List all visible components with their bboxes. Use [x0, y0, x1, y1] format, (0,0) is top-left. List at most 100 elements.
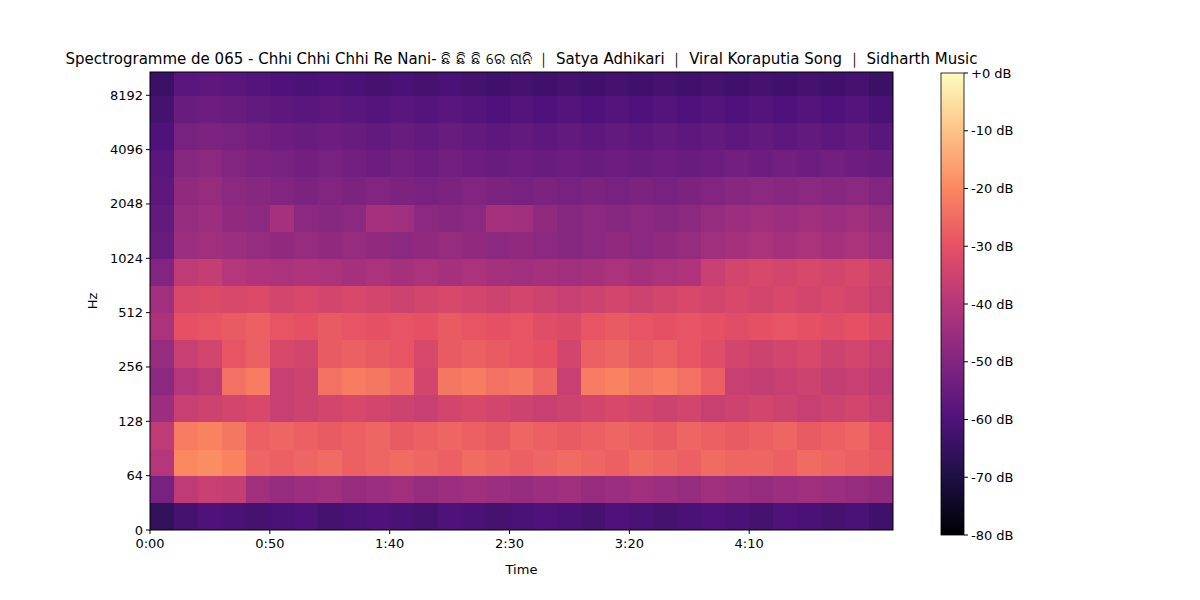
cell	[869, 340, 893, 368]
cell	[246, 231, 271, 259]
cell	[725, 122, 750, 150]
cell	[533, 95, 558, 123]
cell	[486, 177, 511, 205]
cell	[438, 421, 463, 449]
cell	[198, 72, 223, 96]
cell	[222, 449, 247, 476]
cell	[366, 367, 391, 395]
cell	[510, 285, 535, 313]
cell	[653, 285, 678, 313]
y-tick	[146, 530, 150, 531]
cell	[629, 95, 654, 123]
cell	[198, 258, 223, 286]
cell	[318, 340, 343, 368]
cell	[414, 421, 439, 449]
cell	[605, 95, 630, 123]
y-tick-label: 2048	[110, 196, 143, 211]
cell	[390, 177, 415, 205]
cell	[438, 285, 463, 313]
cell	[150, 231, 175, 259]
cell	[222, 95, 247, 123]
cell	[198, 285, 223, 313]
cell	[845, 476, 870, 504]
x-tick	[150, 530, 151, 534]
plot-frame	[150, 72, 893, 530]
background	[0, 0, 1200, 600]
cell	[414, 340, 439, 368]
cell	[845, 204, 870, 232]
cell	[414, 258, 439, 286]
cell	[581, 421, 606, 449]
cell	[725, 313, 750, 341]
cell	[629, 231, 654, 259]
cell	[653, 95, 678, 123]
cell	[198, 204, 223, 232]
cell	[270, 177, 295, 205]
cell	[533, 367, 558, 395]
cell	[174, 72, 199, 96]
cell	[749, 95, 774, 123]
cell	[629, 258, 654, 286]
cell	[557, 95, 582, 123]
cell	[725, 95, 750, 123]
cell	[486, 313, 511, 341]
cell	[366, 421, 391, 449]
cell	[462, 340, 487, 368]
cell	[510, 95, 535, 123]
cell	[390, 449, 415, 476]
cell	[318, 503, 343, 530]
cell	[270, 122, 295, 150]
cell	[486, 449, 511, 476]
cell	[797, 340, 822, 368]
cell	[653, 177, 678, 205]
cell	[174, 503, 199, 530]
cell	[150, 394, 175, 422]
cell	[821, 177, 846, 205]
cell	[510, 122, 535, 150]
cell	[294, 476, 319, 504]
cell	[749, 476, 774, 504]
cell	[653, 313, 678, 341]
y-tick-label: 512	[118, 305, 143, 320]
cell	[462, 72, 487, 96]
cell	[533, 204, 558, 232]
colorbar-tick-label: -70 dB	[971, 470, 1014, 485]
cell	[270, 394, 295, 422]
cell	[725, 231, 750, 259]
cell	[653, 367, 678, 395]
cell	[294, 367, 319, 395]
cell	[629, 204, 654, 232]
x-tick-label: 0:50	[255, 536, 284, 551]
cell	[773, 313, 798, 341]
cell	[773, 72, 798, 96]
cell	[773, 258, 798, 286]
cell	[342, 340, 367, 368]
cell	[342, 313, 367, 341]
cell	[246, 72, 271, 96]
cell	[222, 340, 247, 368]
cell	[246, 204, 271, 232]
cell	[725, 367, 750, 395]
cell	[246, 150, 271, 178]
y-tick-label: 4096	[110, 142, 143, 157]
cell	[414, 150, 439, 178]
cell	[174, 177, 199, 205]
cell	[557, 313, 582, 341]
cell	[821, 313, 846, 341]
cell	[653, 258, 678, 286]
cell	[174, 285, 199, 313]
colorbar-tick-label: +0 dB	[971, 66, 1011, 81]
cell	[414, 177, 439, 205]
cell	[605, 340, 630, 368]
cell	[222, 421, 247, 449]
y-tick-label: 128	[118, 414, 143, 429]
cell	[246, 394, 271, 422]
cell	[222, 122, 247, 150]
colorbar	[941, 73, 964, 535]
cell	[438, 258, 463, 286]
cell	[653, 150, 678, 178]
cell	[198, 503, 223, 530]
colorbar-tick	[964, 477, 968, 478]
cell	[246, 177, 271, 205]
colorbar-tick	[964, 246, 968, 247]
